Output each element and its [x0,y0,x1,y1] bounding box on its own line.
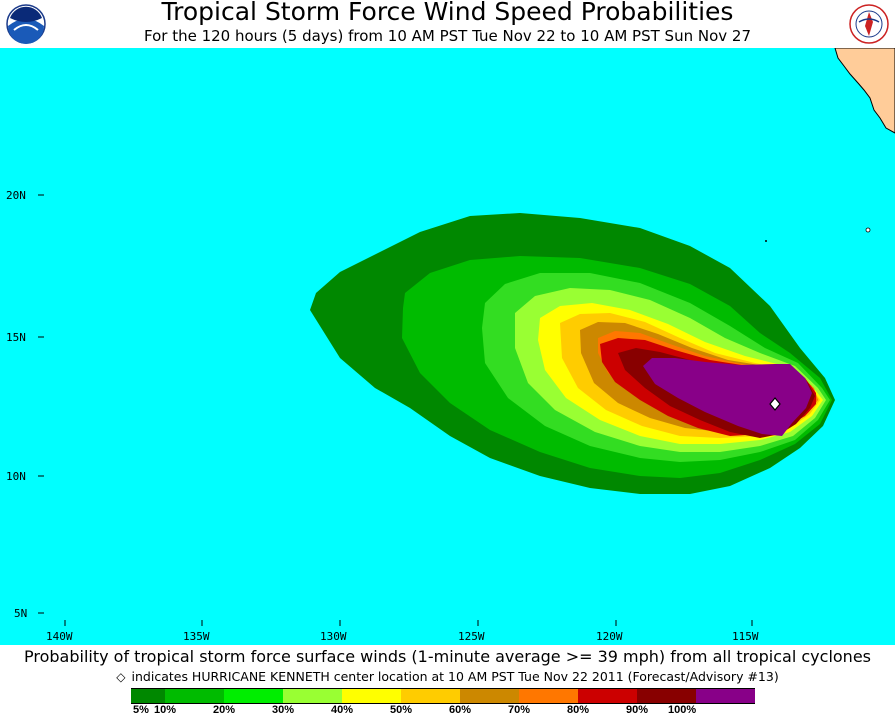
legend-swatch [460,689,519,703]
graticule [38,194,753,626]
legend-label: 40% [331,704,354,716]
storm-center-marker [769,397,781,411]
legend-label: 5% [133,704,149,716]
legend-swatch [165,689,224,703]
legend-swatch [283,689,342,703]
legend-swatch [519,689,578,703]
legend-swatch [696,689,755,703]
legend-swatch [131,689,165,703]
legend-label: 60% [449,704,472,716]
lon-label-135w: 135W [183,630,210,643]
legend-swatch [637,689,696,703]
lon-label-120w: 120W [596,630,623,643]
nws-logo [849,4,889,44]
legend-label: 80% [567,704,590,716]
legend-label: 30% [272,704,295,716]
header: Tropical Storm Force Wind Speed Probabil… [0,0,895,48]
footer: Probability of tropical storm force surf… [0,645,895,716]
noaa-logo [6,4,46,44]
footer-storm-note: ◇ indicates HURRICANE KENNETH center loca… [0,669,895,685]
lon-label-130w: 130W [320,630,347,643]
lon-label-115w: 115W [732,630,759,643]
island-small [765,240,767,242]
lon-label-125w: 125W [458,630,485,643]
probability-legend: 5% 10% 20% 30% 40% 50% 60% 70% 80% 90% 100% [131,688,755,716]
contour-100 [643,358,812,436]
page-title: Tropical Storm Force Wind Speed Probabil… [161,0,734,26]
legend-swatch [578,689,637,703]
contours [310,213,835,494]
legend-label: 50% [390,704,413,716]
mexico-land [834,47,895,134]
legend-label: 20% [213,704,236,716]
lon-label-140w: 140W [46,630,73,643]
legend-swatch [401,689,460,703]
legend-swatch [224,689,283,703]
lat-label-10n: 10N [6,470,26,483]
legend-label: 90% [626,704,649,716]
lat-label-20n: 20N [6,189,26,202]
probability-map: 20N 15N 10N 5N 140W 135W 130W 125W 120W … [0,47,895,645]
legend-bar [131,688,755,704]
storm-note-text: indicates HURRICANE KENNETH center locat… [131,669,779,684]
revillagigedo-island [865,227,871,233]
footer-description: Probability of tropical storm force surf… [24,647,871,666]
lat-label-5n: 5N [14,607,27,620]
diamond-icon: ◇ [116,670,126,684]
legend-label: 70% [508,704,531,716]
legend-label: 10% [154,704,177,716]
legend-label: 100% [668,704,697,716]
legend-swatch [342,689,401,703]
page-subtitle: For the 120 hours (5 days) from 10 AM PS… [144,27,751,45]
lat-label-15n: 15N [6,331,26,344]
